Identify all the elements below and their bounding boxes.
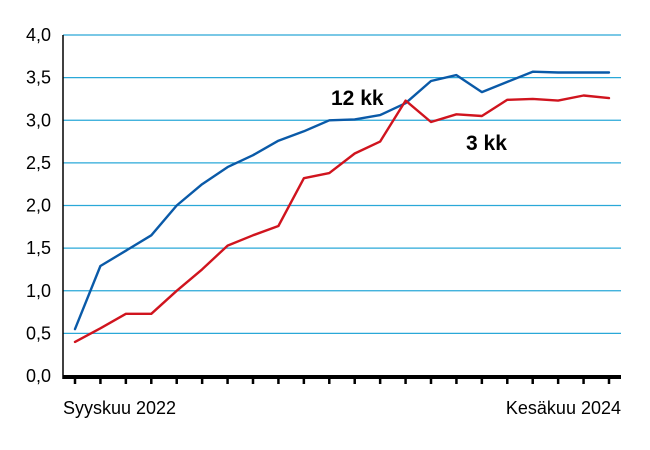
x-axis: [62, 35, 621, 384]
series-layer: [73, 70, 611, 344]
x-axis-start-label: Syyskuu 2022: [63, 398, 176, 418]
series-label-3kk: 3 kk: [466, 132, 507, 155]
y-tick-label: 2,0: [26, 196, 51, 216]
y-tick-label: 0,0: [26, 366, 51, 386]
y-tick-label: 2,5: [26, 153, 51, 173]
series-line-1: [73, 94, 611, 344]
y-tick-label: 4,0: [26, 25, 51, 45]
y-tick-label: 1,0: [26, 281, 51, 301]
series-line-0: [73, 70, 611, 331]
y-tick-label: 3,0: [26, 110, 51, 130]
series-label-12kk: 12 kk: [331, 87, 384, 110]
y-tick-label: 0,5: [26, 323, 51, 343]
x-axis-end-label: Kesäkuu 2024: [506, 398, 621, 418]
y-tick-label: 1,5: [26, 238, 51, 258]
y-tick-label: 3,5: [26, 68, 51, 88]
y-tick-labels: 0,0 0,5 1,0 1,5 2,0 2,5 3,0 3,5 4,0: [26, 25, 51, 386]
grid-layer: [63, 34, 621, 335]
